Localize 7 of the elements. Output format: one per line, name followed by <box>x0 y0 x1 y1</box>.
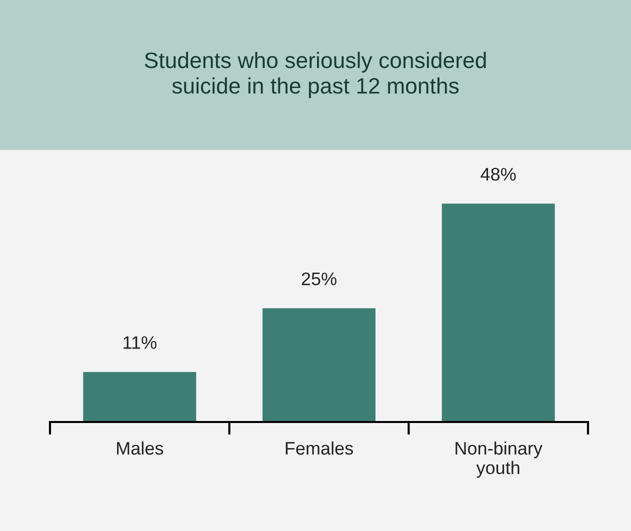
chart-title: Students who seriously considered suicide in the past 12 months <box>144 52 486 98</box>
x-tick-label: Females <box>286 441 353 455</box>
data-label: 48% <box>480 168 516 181</box>
x-tick-label: Males <box>117 441 164 455</box>
data-label: 25% <box>302 272 336 286</box>
x-tick-label: Non-binary youth <box>456 441 542 478</box>
data-label: 11% <box>124 336 156 349</box>
